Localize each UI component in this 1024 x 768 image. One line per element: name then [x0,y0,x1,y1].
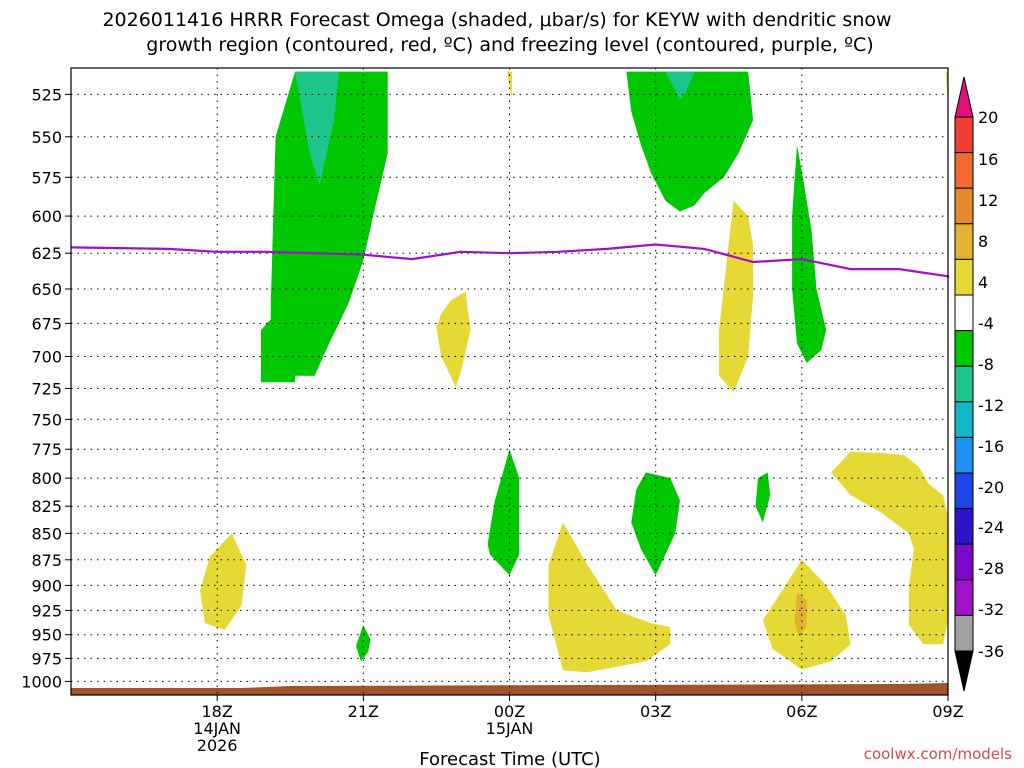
colorbar-segment-13 [954,579,974,616]
colorbar-label-2: 12 [978,191,998,210]
colorbar-segment-2 [954,187,974,225]
omega-region-pos-3 [762,559,851,670]
colorbar-label-9: -20 [978,478,1004,497]
y-tick-label-625: 625 [31,244,62,263]
omega-region-neg-7 [665,71,695,100]
omega-region-neg-0 [261,71,388,383]
colorbar-label-3: 8 [978,232,988,251]
y-tick-label-725: 725 [31,379,62,398]
omega-region-neg-3 [487,449,520,576]
colorbar-segment-1 [954,152,974,189]
colorbar-segment-7 [954,365,974,403]
y-tick-label-925: 925 [31,601,62,620]
y-tick-label-875: 875 [31,551,62,570]
y-tick-label-900: 900 [31,576,62,595]
omega-region-pos-6 [831,451,948,645]
x-tick-label-6-0: 00Z [494,702,525,721]
colorbar-label-8: -16 [978,437,1004,456]
colorbar-segment-0 [954,116,974,154]
y-tick-label-950: 950 [31,626,62,645]
colorbar-label-1: 16 [978,150,998,169]
colorbar-segment-5 [954,294,974,332]
y-tick-label-550: 550 [31,128,62,147]
colorbar-label-7: -12 [978,396,1004,415]
y-tick-label-600: 600 [31,207,62,226]
x-tick-label-12-0: 06Z [786,702,817,721]
chart-title-line2: growth region (contoured, red, ºC) and f… [146,34,873,56]
colorbar: 20 16 12 8 4 -4 -8 -12 -16 -20 -24 -28 -32 -36 [954,76,1004,692]
y-tick-label-700: 700 [31,347,62,366]
omega-region-pos-0 [200,533,247,630]
omega-region-neg-2 [356,625,371,662]
colorbar-bottom-arrow [954,650,974,692]
y-tick-label-850: 850 [31,524,62,543]
y-tick-label-1000: 1000 [21,672,62,691]
colorbar-segment-10 [954,472,974,510]
x-tick-label-3-0: 21Z [348,702,379,721]
omega-region-pos-1 [436,291,471,388]
colorbar-segment-14 [954,614,974,652]
omega-region-pos-7 [507,71,512,100]
omega-region-pos-5 [719,200,754,393]
colorbar-segment-11 [954,508,974,545]
colorbar-label-0: 20 [978,108,998,127]
x-tick-label-6-1: 15JAN [486,719,534,738]
y-tick-label-975: 975 [31,649,62,668]
colorbar-label-12: -32 [978,600,1004,619]
freezing-level-line [70,243,950,278]
y-tick-label-825: 825 [31,497,62,516]
colorbar-top-arrow [954,76,974,118]
colorbar-label-10: -24 [978,518,1004,537]
colorbar-segment-8 [954,401,974,438]
freezing-level-layer [70,243,950,278]
omega-region-pos-4 [794,592,807,637]
omega-region-neg-1 [295,71,339,186]
y-tick-label-750: 750 [31,410,62,429]
colorbar-segment-3 [954,223,974,260]
colorbar-label-13: -36 [978,642,1004,661]
colorbar-label-11: -28 [978,559,1004,578]
y-axis: 525 550 575 600 625 650 675 700 725 750 775 800 825 8… [21,85,71,691]
colorbar-segment-6 [954,330,974,367]
colorbar-segment-4 [954,258,974,296]
x-tick-label-0-2: 2026 [197,736,238,755]
chart-title-line1: 2026011416 HRRR Forecast Omega (shaded, … [102,9,891,31]
y-tick-label-675: 675 [31,314,62,333]
x-tick-label-0-0: 18Z [202,702,233,721]
omega-region-neg-6 [626,71,754,212]
omega-region-neg-5 [755,472,771,523]
colorbar-segment-12 [954,543,974,581]
watermark: coolwx.com/models [864,745,1012,763]
colorbar-label-5: -4 [978,314,994,333]
colorbar-label-4: 4 [978,273,988,292]
y-tick-label-575: 575 [31,168,62,187]
x-tick-label-9-0: 03Z [640,702,671,721]
y-tick-label-800: 800 [31,469,62,488]
y-tick-label-775: 775 [31,440,62,459]
x-tick-label-15-0: 09Z [932,702,963,721]
omega-region-neg-8 [792,145,827,363]
x-axis-label: Forecast Time (UTC) [419,749,600,768]
y-tick-label-650: 650 [31,280,62,299]
x-tick-label-0-1: 14JAN [193,719,241,738]
colorbar-label-6: -8 [978,355,994,374]
ground-surface [71,683,948,695]
colorbar-segment-9 [954,436,974,474]
y-tick-label-525: 525 [31,85,62,104]
